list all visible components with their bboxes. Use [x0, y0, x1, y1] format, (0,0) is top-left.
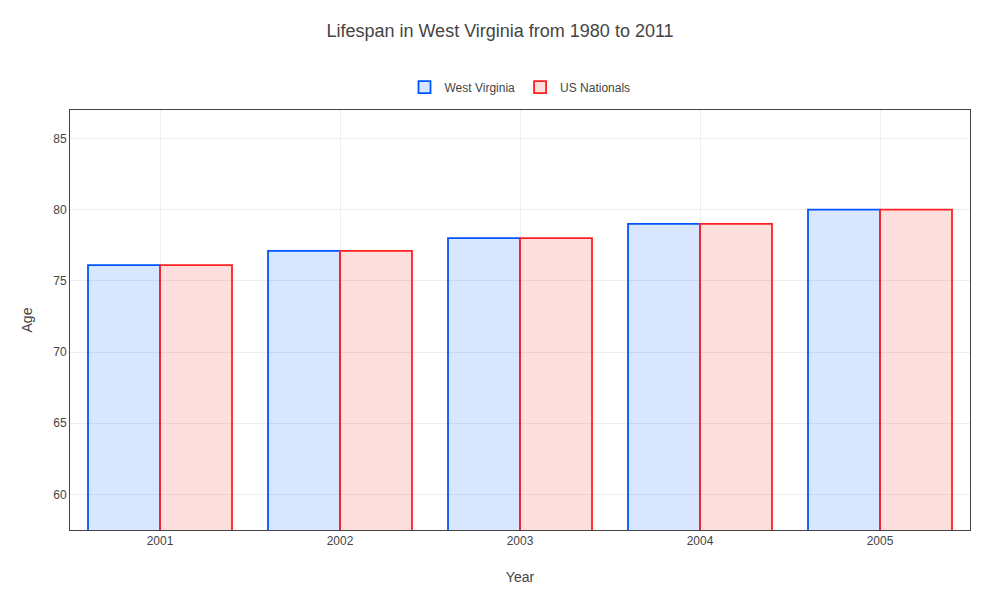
svg-text:80: 80: [53, 203, 67, 217]
svg-text:85: 85: [53, 132, 67, 146]
svg-text:60: 60: [53, 488, 67, 502]
svg-text:2002: 2002: [327, 534, 354, 548]
svg-text:65: 65: [53, 416, 67, 430]
svg-text:2001: 2001: [147, 534, 174, 548]
svg-text:70: 70: [53, 345, 67, 359]
svg-text:2005: 2005: [867, 534, 894, 548]
svg-text:Age: Age: [19, 307, 35, 332]
svg-text:Lifespan in West Virginia from: Lifespan in West Virginia from 1980 to 2…: [326, 21, 673, 41]
svg-text:75: 75: [53, 274, 67, 288]
svg-text:Year: Year: [506, 569, 535, 585]
svg-text:2003: 2003: [507, 534, 534, 548]
svg-text:2004: 2004: [687, 534, 714, 548]
svg-text:US Nationals: US Nationals: [560, 81, 630, 95]
svg-text:West Virginia: West Virginia: [445, 81, 516, 95]
